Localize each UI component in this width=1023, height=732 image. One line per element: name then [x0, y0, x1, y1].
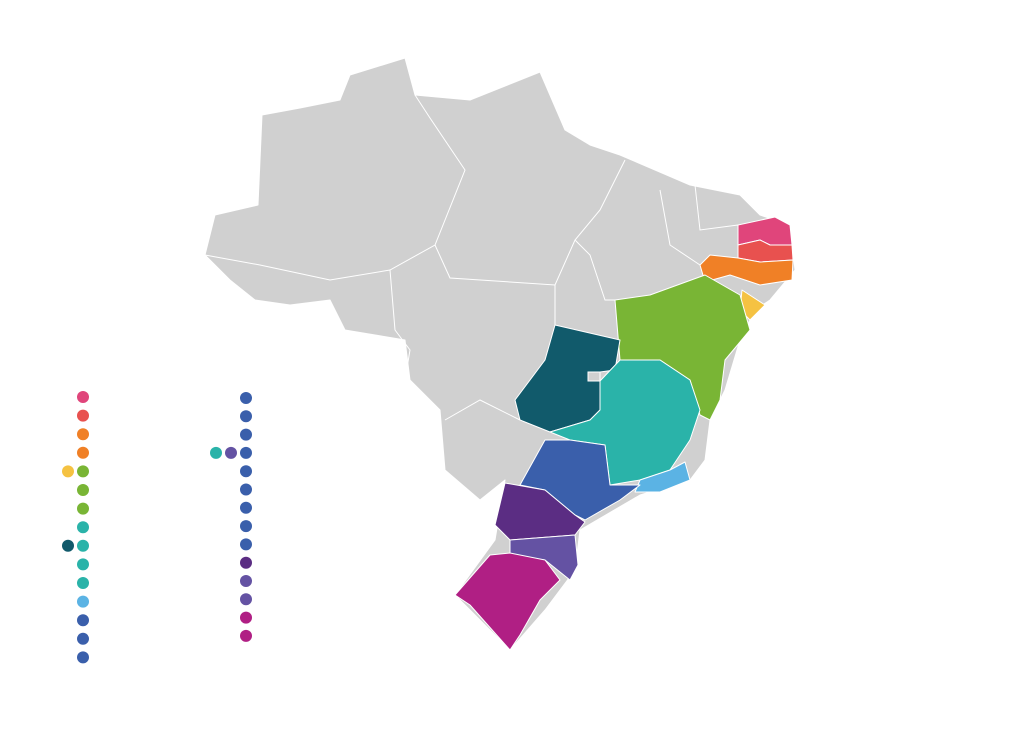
legend-dot: [77, 484, 89, 496]
legend-dot: [240, 392, 252, 404]
legend-dot: [240, 483, 252, 496]
state: [494, 482, 586, 541]
legend-dot: [225, 446, 237, 459]
legend-dot: [62, 539, 74, 552]
legend-dot: [240, 410, 252, 423]
legend-dot: [77, 539, 89, 552]
legend-dot: [77, 558, 89, 571]
state: [634, 461, 691, 493]
legend-dot: [77, 465, 89, 478]
legend-dots: [62, 391, 252, 664]
legend-dot: [77, 651, 89, 664]
legend-dot: [77, 614, 89, 627]
legend-dot: [77, 502, 89, 515]
legend-dot: [240, 520, 252, 533]
legend-dot: [77, 521, 89, 534]
federal-district: [587, 371, 601, 382]
legend-dot: [77, 409, 89, 422]
state: [699, 254, 794, 286]
legend-dot: [240, 629, 252, 642]
legend-dot: [240, 501, 252, 514]
legend-dot: [240, 556, 252, 569]
legend-dot: [240, 575, 252, 587]
country: [204, 57, 796, 651]
legend-dot: [240, 428, 252, 441]
legend-dot: [77, 428, 89, 441]
legend-dot: [240, 538, 252, 551]
legend-dot: [77, 577, 89, 589]
state-border: [694, 184, 739, 231]
state-border: [444, 399, 521, 421]
legend-dot: [210, 446, 222, 459]
legend-dot: [77, 391, 89, 403]
legend-dot: [62, 465, 74, 478]
legend-dot: [240, 465, 252, 478]
highlighted-states: [454, 216, 794, 651]
country-outline: [204, 57, 796, 651]
state-border: [204, 94, 466, 281]
legend-dot: [77, 595, 89, 608]
legend-dot: [77, 446, 89, 459]
legend-dot: [240, 593, 252, 606]
legend-dot: [240, 611, 252, 624]
state: [454, 552, 561, 651]
legend-dot: [240, 446, 252, 459]
state-border: [574, 239, 615, 301]
state-border: [389, 269, 411, 381]
legend-dot: [77, 632, 89, 645]
state-border: [434, 159, 626, 286]
state-border: [659, 189, 701, 266]
